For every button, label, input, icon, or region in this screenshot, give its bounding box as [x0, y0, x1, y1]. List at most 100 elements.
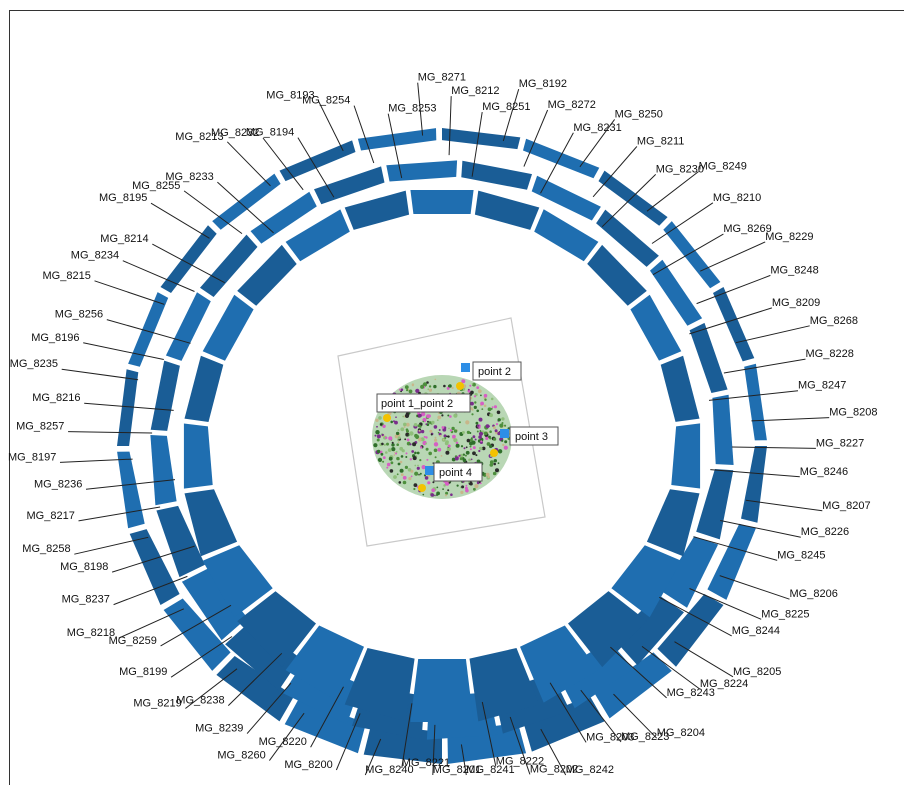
camera-label[interactable]: MG_8203	[586, 731, 634, 743]
camera-frustum[interactable]	[212, 173, 281, 230]
camera-label[interactable]: MG_8208	[829, 407, 877, 419]
camera-label[interactable]: MG_8214	[100, 233, 148, 245]
camera-label[interactable]: MG_8193	[266, 90, 314, 102]
camera-frustum[interactable]	[117, 369, 139, 446]
camera-frustum[interactable]	[707, 523, 756, 600]
camera-frustum[interactable]	[660, 536, 719, 608]
camera-frustum[interactable]	[386, 160, 458, 182]
camera-label[interactable]: MG_8199	[119, 666, 167, 678]
camera-frustum[interactable]	[184, 355, 224, 422]
camera-frustum[interactable]	[410, 190, 474, 214]
camera-frustum[interactable]	[216, 656, 295, 722]
camera-frustum[interactable]	[410, 659, 474, 722]
camera-frustum[interactable]	[520, 625, 599, 703]
camera-label[interactable]: MG_8201	[433, 764, 481, 776]
camera-frustum[interactable]	[363, 724, 442, 764]
camera-label[interactable]: MG_8257	[16, 421, 64, 433]
point-1-gcp[interactable]	[383, 414, 391, 422]
point-3-gcp[interactable]	[490, 449, 498, 457]
camera-frustum[interactable]	[156, 505, 205, 578]
camera-label[interactable]: MG_8229	[765, 231, 813, 243]
camera-label[interactable]: MG_8236	[34, 478, 82, 490]
camera-label[interactable]: MG_8235	[10, 358, 58, 370]
camera-frustum[interactable]	[128, 292, 169, 367]
camera-label[interactable]: MG_8245	[777, 549, 825, 561]
point-3-marker[interactable]	[500, 429, 509, 438]
camera-frustum[interactable]	[184, 489, 238, 557]
camera-label[interactable]: MG_8200	[284, 759, 332, 771]
camera-frustum[interactable]	[442, 128, 521, 150]
camera-label[interactable]: MG_8207	[822, 500, 870, 512]
camera-frustum[interactable]	[279, 140, 356, 182]
camera-frustum[interactable]	[129, 529, 180, 605]
camera-frustum[interactable]	[534, 209, 599, 262]
camera-label[interactable]: MG_8204	[657, 727, 705, 739]
camera-frustum[interactable]	[237, 244, 297, 306]
camera-frustum[interactable]	[696, 469, 734, 540]
camera-frustum[interactable]	[150, 360, 180, 431]
camera-label[interactable]: MG_8209	[772, 297, 820, 309]
camera-label[interactable]: MG_8225	[761, 608, 809, 620]
camera-frustum[interactable]	[225, 621, 301, 691]
camera-label[interactable]: MG_8242	[566, 764, 614, 776]
camera-label[interactable]: MG_8222	[496, 755, 544, 767]
camera-label[interactable]: MG_8196	[31, 332, 79, 344]
camera-frustum[interactable]	[556, 641, 634, 709]
camera-frustum[interactable]	[474, 190, 540, 230]
camera-label[interactable]: MG_8226	[801, 526, 849, 538]
camera-frustum[interactable]	[671, 423, 701, 489]
camera-frustum[interactable]	[531, 175, 601, 221]
camera-label[interactable]: MG_8231	[573, 122, 621, 134]
camera-label[interactable]: MG_8206	[790, 588, 838, 600]
point-4-marker[interactable]	[425, 466, 434, 475]
camera-label[interactable]: MG_8272	[548, 99, 596, 111]
camera-label[interactable]: MG_8234	[71, 250, 119, 262]
camera-frustum[interactable]	[587, 244, 647, 306]
camera-frustum[interactable]	[163, 598, 231, 671]
point-2-gcp[interactable]	[456, 382, 464, 390]
point-2-marker[interactable]	[461, 363, 470, 372]
camera-frustum[interactable]	[344, 190, 410, 230]
camera-label[interactable]: MG_8251	[482, 101, 530, 113]
camera-frustum[interactable]	[314, 166, 385, 205]
camera-label[interactable]: MG_8255	[132, 180, 180, 192]
camera-frustum[interactable]	[200, 234, 258, 297]
camera-label[interactable]: MG_8258	[22, 543, 70, 555]
camera-label[interactable]: MG_8205	[733, 666, 781, 678]
camera-frustum[interactable]	[660, 355, 700, 422]
camera-label[interactable]: MG_8268	[810, 315, 858, 327]
camera-frustum[interactable]	[712, 394, 734, 465]
camera-label[interactable]: MG_8269	[723, 223, 771, 235]
camera-frustum[interactable]	[202, 294, 254, 361]
camera-label[interactable]: MG_8244	[732, 625, 780, 637]
camera-label[interactable]: MG_8254	[302, 95, 350, 107]
camera-label[interactable]: MG_8259	[109, 635, 157, 647]
camera-label[interactable]: MG_8202	[530, 763, 578, 775]
camera-label[interactable]: MG_8240	[365, 764, 413, 776]
camera-label[interactable]: MG_8256	[55, 309, 103, 321]
camera-label[interactable]: MG_8250	[615, 108, 663, 120]
camera-label[interactable]: MG_8238	[176, 695, 224, 707]
camera-label[interactable]: MG_8247	[798, 380, 846, 392]
camera-frustum[interactable]	[285, 625, 364, 703]
camera-label[interactable]: MG_8197	[8, 451, 56, 463]
camera-label[interactable]: MG_8228	[806, 348, 854, 360]
camera-frustum[interactable]	[646, 489, 700, 557]
camera-label[interactable]: MG_8271	[418, 72, 466, 84]
camera-label[interactable]: MG_8221	[402, 757, 450, 769]
camera-frustum[interactable]	[150, 435, 177, 506]
camera-frustum[interactable]	[613, 594, 684, 666]
camera-label[interactable]: MG_8213	[175, 131, 223, 143]
camera-frustum[interactable]	[117, 451, 145, 529]
camera-frustum[interactable]	[202, 545, 273, 618]
camera-frustum[interactable]	[598, 170, 668, 226]
camera-frustum[interactable]	[657, 594, 724, 667]
camera-frustum[interactable]	[523, 696, 605, 752]
camera-label[interactable]: MG_8260	[217, 750, 265, 762]
camera-label[interactable]: MG_8210	[713, 192, 761, 204]
camera-label[interactable]: MG_8219	[133, 698, 181, 710]
camera-label[interactable]: MG_8241	[466, 764, 514, 776]
camera-label[interactable]: MG_8194	[246, 127, 294, 139]
camera-label[interactable]: MG_8198	[60, 561, 108, 573]
